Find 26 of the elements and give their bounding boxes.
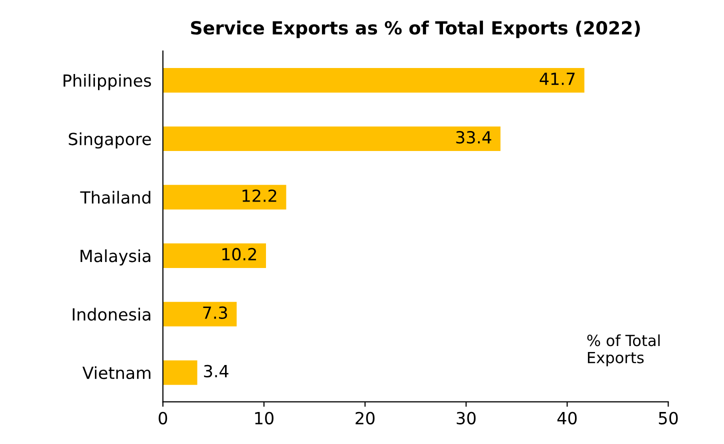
bar — [162, 126, 500, 152]
x-tick-label: 10 — [255, 412, 274, 424]
x-tick-label: 40 — [557, 412, 577, 424]
data-label: 41.7 — [540, 72, 575, 85]
x-tick-label: 30 — [456, 412, 476, 424]
annotation: % of Total Exports — [587, 334, 660, 366]
x-tick-label: 0 — [158, 412, 168, 424]
y-tick-label: Thailand — [80, 190, 150, 204]
bar — [162, 184, 286, 210]
y-tick-label: Philippines — [64, 74, 151, 90]
data-label: 7.3 — [203, 306, 228, 319]
bar — [162, 302, 237, 326]
bar — [162, 243, 266, 268]
y-tick-label: Singapore — [68, 132, 151, 149]
data-label: 10.2 — [222, 248, 256, 261]
bar — [162, 360, 198, 385]
data-label: 33.4 — [456, 130, 492, 144]
y-tick-label: Malaysia — [80, 249, 150, 266]
bar — [162, 68, 584, 93]
chart-title: Service Exports as % of Total Exports (2022) — [191, 20, 640, 38]
y-tick-label: Vietnam — [82, 366, 150, 380]
y-tick-label: Indonesia — [72, 308, 150, 321]
x-tick-label: 50 — [658, 412, 678, 424]
data-label: 12.2 — [242, 189, 276, 202]
data-label: 3.4 — [204, 364, 228, 378]
x-tick-label: 20 — [356, 412, 375, 424]
